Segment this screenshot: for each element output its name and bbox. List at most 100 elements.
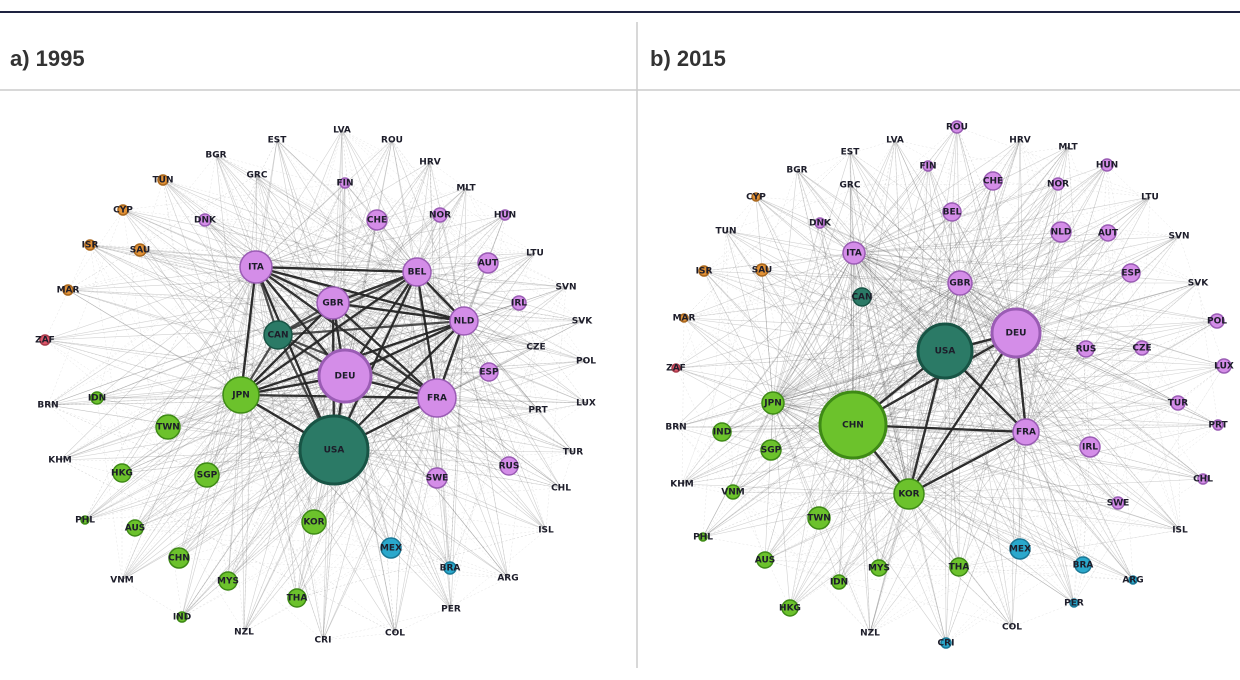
edge [416,271,509,579]
edge [772,348,1087,404]
edge [849,184,1013,628]
edge [849,184,854,426]
edge [121,266,257,474]
edge [703,270,774,404]
node [316,286,350,320]
edge [703,270,961,284]
edge [134,527,392,549]
edge [449,320,465,569]
edge [944,350,1013,628]
edge [167,320,583,428]
edge [1015,235,1180,334]
edge [333,449,509,579]
edge [507,346,537,579]
edge [772,165,929,404]
edge [764,559,960,568]
edge [852,139,1021,426]
edge [96,397,396,634]
edge [764,320,1218,561]
edge [761,269,961,284]
node-label: ISR [82,241,99,251]
edge [869,347,1143,634]
edge [959,180,994,284]
edge [944,350,960,568]
node-label: ZAF [35,336,55,346]
edge [215,154,298,599]
edge [959,235,1180,284]
edge [852,424,947,644]
edge [951,211,1199,284]
edge [675,282,961,428]
edge [681,483,1134,581]
edge [344,375,451,569]
edge [869,493,910,634]
edge [1060,231,1132,274]
edge [755,196,854,426]
node [426,467,448,489]
edge [675,426,871,634]
edge [332,302,438,479]
edge [838,332,1017,583]
edge [852,424,1021,550]
edge [332,302,438,399]
edge [240,302,334,396]
edge [240,252,536,396]
edge [47,302,334,406]
edge [852,232,1109,426]
edge [772,282,1199,404]
edge [206,451,574,476]
edge [1073,365,1225,604]
edge [789,431,1027,609]
edge [849,151,946,352]
edge [772,402,960,568]
edge [908,365,1225,495]
edge [796,169,1017,334]
edge [391,139,418,273]
node-label: ISR [696,267,713,277]
edge [206,302,334,476]
edge [853,164,1108,254]
edge [675,126,958,369]
node-label: MLT [1058,143,1078,153]
edge [944,146,1069,352]
edge [721,282,961,433]
edge [849,151,1017,334]
edge [332,129,343,304]
edge [376,219,438,399]
node-label: SVN [556,283,577,293]
edge [959,282,1134,581]
edge [959,183,1059,284]
node [949,557,969,577]
edge [178,397,438,559]
edge [959,282,1119,504]
edge [958,529,1181,568]
edge [703,270,946,352]
edge [675,350,946,369]
edge [463,320,509,579]
edge [167,426,451,569]
edge [944,350,947,644]
edge [927,165,946,352]
edge [341,129,438,399]
edge [227,129,343,582]
edge [227,375,346,582]
edge [89,244,346,377]
edge [755,196,946,352]
edge [908,493,1021,550]
edge [772,169,798,404]
edge [818,139,1021,519]
edge [255,266,510,467]
edge [332,302,392,549]
edge [243,451,574,633]
edge [725,230,910,495]
edge [167,397,438,428]
edge [449,320,465,569]
edge [681,317,685,485]
edge [436,252,536,399]
edge [1019,139,1179,404]
edge [796,169,854,426]
edge [256,174,346,377]
edge [732,252,855,493]
edge [1025,320,1218,433]
